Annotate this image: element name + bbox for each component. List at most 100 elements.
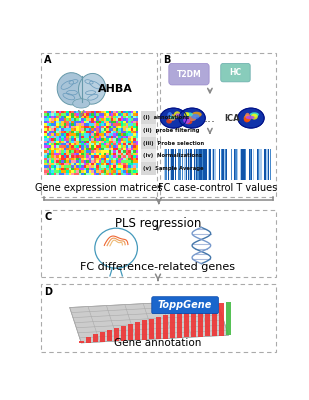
Bar <box>66 165 69 168</box>
Bar <box>52 146 54 148</box>
Bar <box>106 118 108 121</box>
Bar <box>47 163 49 165</box>
Bar <box>84 116 86 118</box>
Bar <box>123 123 126 126</box>
Bar <box>57 128 59 131</box>
Bar <box>64 163 66 165</box>
Bar <box>47 153 49 155</box>
Bar <box>91 140 94 143</box>
Bar <box>76 121 79 123</box>
Bar <box>178 149 180 180</box>
Bar <box>71 172 74 175</box>
Bar <box>91 148 94 150</box>
Bar <box>106 172 108 175</box>
Bar <box>61 138 64 140</box>
Bar <box>79 150 81 153</box>
Bar <box>126 158 128 160</box>
Bar <box>79 114 81 116</box>
Bar <box>226 149 227 180</box>
Bar <box>126 128 128 131</box>
Bar <box>86 170 89 172</box>
Bar <box>84 168 86 170</box>
Bar <box>66 168 69 170</box>
Bar <box>104 153 106 155</box>
Bar <box>131 165 133 168</box>
Bar <box>116 172 118 175</box>
Bar <box>49 116 52 118</box>
Bar <box>81 160 84 163</box>
Bar <box>106 153 108 155</box>
Bar <box>126 143 128 146</box>
Bar <box>54 128 57 131</box>
Ellipse shape <box>170 116 175 120</box>
Bar <box>113 123 116 126</box>
Bar <box>64 160 66 163</box>
Bar <box>126 168 128 170</box>
Bar <box>71 170 74 172</box>
Bar <box>54 123 57 126</box>
Bar <box>101 168 104 170</box>
Bar <box>111 146 113 148</box>
Bar <box>71 158 74 160</box>
Bar <box>71 150 74 153</box>
Bar <box>121 172 123 175</box>
Bar <box>106 165 108 168</box>
Bar <box>74 123 76 126</box>
Bar <box>76 140 79 143</box>
Bar <box>52 118 54 121</box>
Ellipse shape <box>176 114 181 117</box>
Bar <box>104 140 106 143</box>
Bar <box>99 160 101 163</box>
Bar <box>79 138 81 140</box>
Bar <box>121 170 123 172</box>
Text: PLS regression: PLS regression <box>115 218 201 230</box>
Bar <box>217 149 218 180</box>
Bar <box>79 163 81 165</box>
Bar <box>99 163 101 165</box>
Bar <box>113 126 116 128</box>
Bar <box>133 133 136 136</box>
Text: D: D <box>44 287 52 297</box>
Bar <box>61 116 64 118</box>
Bar <box>64 170 66 172</box>
Bar <box>96 170 99 172</box>
Bar <box>126 131 128 133</box>
Bar <box>66 163 69 165</box>
Bar <box>84 138 86 140</box>
Bar <box>91 138 94 140</box>
Bar <box>69 153 71 155</box>
Bar <box>260 149 262 180</box>
Bar <box>99 133 101 136</box>
Bar <box>116 150 118 153</box>
Bar <box>69 148 71 150</box>
Bar <box>74 140 76 143</box>
Bar <box>128 126 131 128</box>
Bar <box>59 116 61 118</box>
Bar <box>86 168 89 170</box>
Bar <box>96 155 99 158</box>
Bar <box>59 118 61 121</box>
Bar <box>52 148 54 150</box>
Bar <box>101 121 104 123</box>
Bar <box>96 114 99 116</box>
Bar <box>113 170 116 172</box>
Bar <box>121 111 123 114</box>
FancyBboxPatch shape <box>169 63 209 85</box>
Bar <box>69 140 71 143</box>
Bar <box>256 149 257 180</box>
Bar <box>118 146 121 148</box>
Bar <box>44 123 47 126</box>
Bar <box>131 121 133 123</box>
Bar <box>133 131 136 133</box>
Bar <box>101 143 104 146</box>
Bar <box>86 138 89 140</box>
Bar <box>235 149 237 180</box>
Bar <box>89 146 91 148</box>
Bar <box>69 123 71 126</box>
Bar <box>99 170 101 172</box>
Bar <box>116 123 118 126</box>
Bar <box>79 133 81 136</box>
Bar <box>47 146 49 148</box>
Bar <box>94 114 96 116</box>
Bar <box>54 114 57 116</box>
